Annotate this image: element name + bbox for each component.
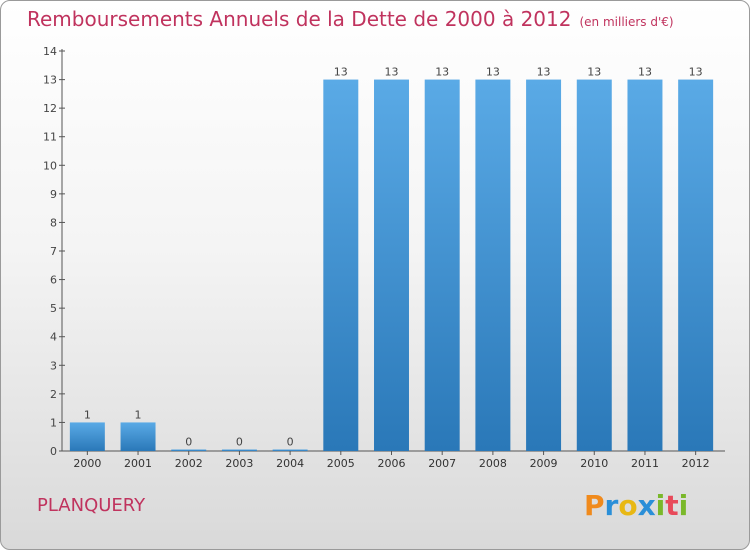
y-tick-label: 4 <box>50 331 57 344</box>
bar-value-label: 13 <box>537 66 551 79</box>
bar-value-label: 13 <box>435 66 449 79</box>
bar-value-label: 13 <box>587 66 601 79</box>
bar <box>323 79 359 452</box>
x-tick-label: 2008 <box>479 457 507 470</box>
y-tick-label: 8 <box>50 216 57 229</box>
x-tick-label: 2002 <box>175 457 203 470</box>
x-tick-label: 2000 <box>73 457 101 470</box>
logo-letter: o <box>618 489 638 522</box>
bar-value-label: 13 <box>334 66 348 79</box>
chart-title: Remboursements Annuels de la Dette de 20… <box>27 7 674 31</box>
y-tick-label: 10 <box>43 159 57 172</box>
bar-value-label: 1 <box>135 408 142 421</box>
x-tick-label: 2009 <box>530 457 558 470</box>
x-tick-label: 2003 <box>225 457 253 470</box>
chart-unit: (en milliers d'€) <box>579 15 674 29</box>
bar <box>475 79 511 452</box>
bar-value-label: 13 <box>385 66 399 79</box>
y-tick-label: 7 <box>50 245 57 258</box>
y-tick-label: 1 <box>50 416 57 429</box>
bar <box>526 79 562 452</box>
x-tick-label: 2004 <box>276 457 304 470</box>
x-tick-label: 2010 <box>580 457 608 470</box>
x-tick-label: 2006 <box>378 457 406 470</box>
y-tick-label: 9 <box>50 188 57 201</box>
bar-value-label: 13 <box>486 66 500 79</box>
y-tick-label: 0 <box>50 445 57 458</box>
x-tick-label: 2011 <box>631 457 659 470</box>
y-tick-label: 13 <box>43 74 57 87</box>
y-tick-label: 5 <box>50 302 57 315</box>
bar <box>576 79 612 452</box>
logo-letter: i <box>678 489 689 522</box>
bar <box>120 422 156 451</box>
logo-letter: x <box>637 489 656 522</box>
bar <box>272 449 308 451</box>
logo-letter: P <box>584 489 605 522</box>
y-tick-label: 14 <box>43 45 57 58</box>
bar <box>69 422 105 451</box>
bar <box>171 449 207 451</box>
bar <box>374 79 409 452</box>
y-tick-label: 3 <box>50 359 57 372</box>
y-tick-label: 12 <box>43 102 57 115</box>
bar-value-label: 13 <box>689 66 703 79</box>
bar <box>424 79 460 452</box>
bar-value-label: 13 <box>638 66 652 79</box>
y-tick-label: 11 <box>43 131 57 144</box>
logo-letter: t <box>665 489 679 522</box>
bar-value-label: 1 <box>84 408 91 421</box>
chart-title-text: Remboursements Annuels de la Dette de 20… <box>27 7 572 31</box>
bar-value-label: 0 <box>287 436 294 449</box>
x-tick-label: 2001 <box>124 457 152 470</box>
y-tick-label: 2 <box>50 388 57 401</box>
x-tick-label: 2007 <box>428 457 456 470</box>
bar-value-label: 0 <box>236 436 243 449</box>
y-tick-label: 6 <box>50 274 57 287</box>
logo-letter: i <box>655 489 666 522</box>
bar-value-label: 0 <box>185 436 192 449</box>
town-name: PLANQUERY <box>37 495 146 516</box>
logo-letter: r <box>604 489 619 522</box>
bar <box>221 449 257 451</box>
bar <box>678 79 714 452</box>
bar <box>627 79 663 452</box>
proxiti-logo[interactable]: Proxiti <box>584 489 688 522</box>
x-tick-label: 2005 <box>327 457 355 470</box>
x-tick-label: 2012 <box>682 457 710 470</box>
